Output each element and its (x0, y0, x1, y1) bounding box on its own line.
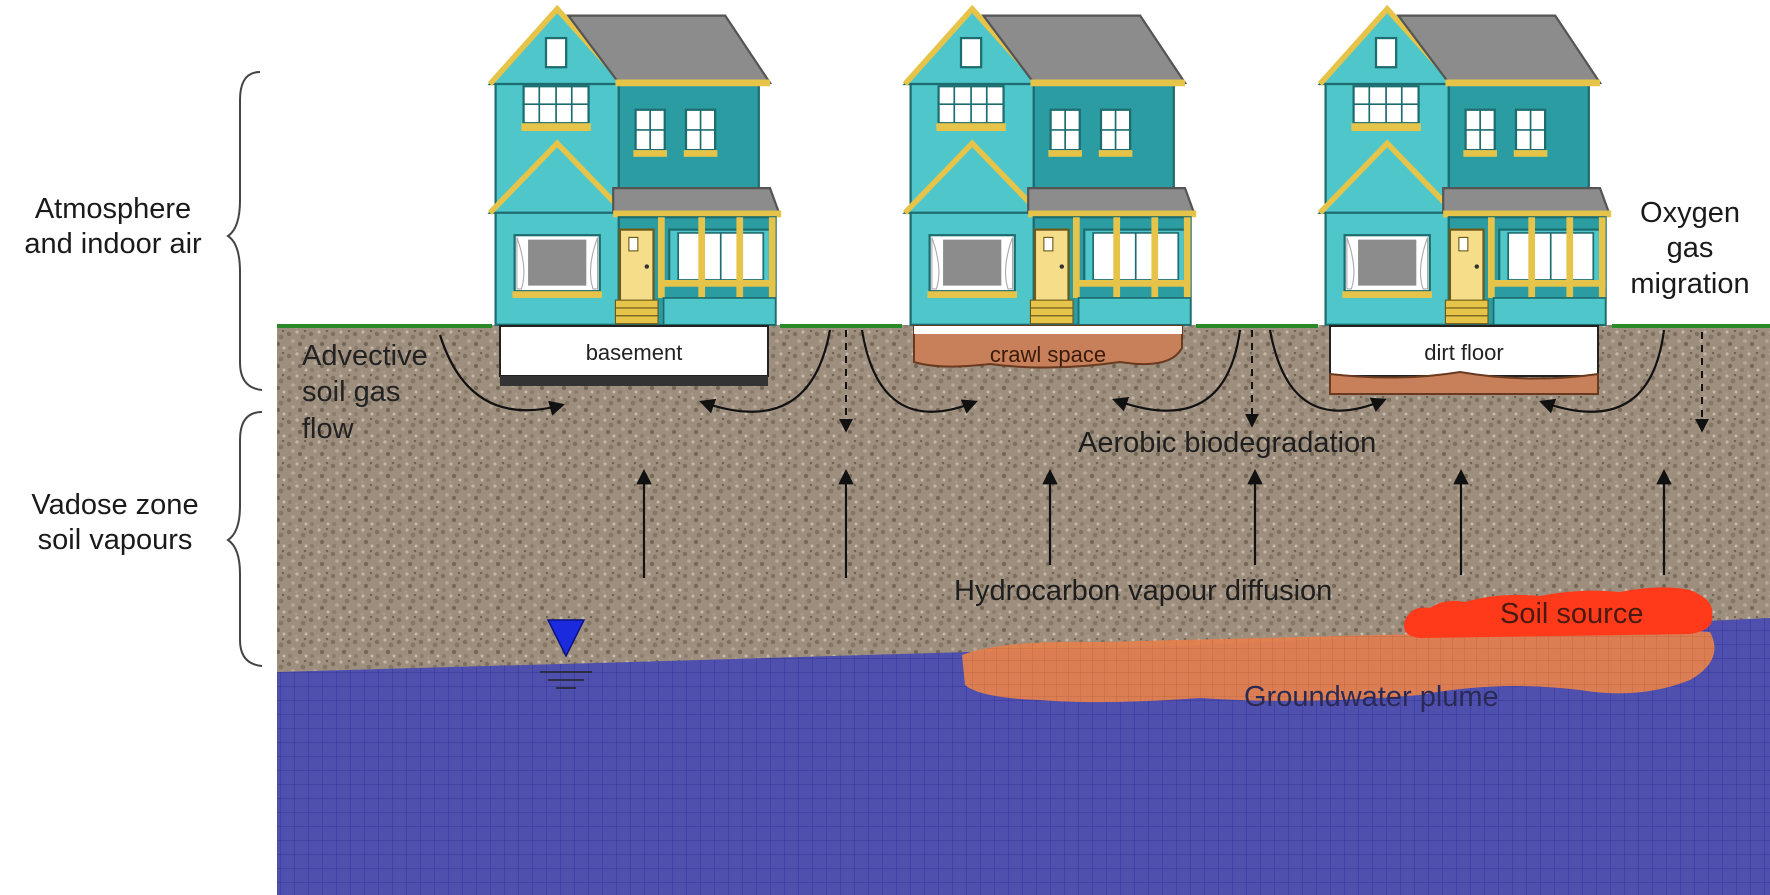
vadose-zone-label: Vadose zone soil vapours (31, 489, 199, 557)
water-table-marker (540, 619, 592, 689)
crawl-space-label: crawl space (989, 342, 1107, 367)
house-basement (490, 9, 781, 386)
oxygen-migration-arrows (839, 330, 1709, 433)
groundwater-plume-label: Groundwater plume (1244, 681, 1499, 713)
vapour-diffusion-arrows (636, 468, 1672, 578)
atmosphere-brace (226, 71, 263, 391)
hydrocarbon-diffusion-label: Hydrocarbon vapour diffusion (954, 575, 1333, 607)
house-crawl-space (905, 9, 1196, 369)
advective-flow-label: Advective soil gas flow (302, 340, 428, 445)
basement-foundation (499, 325, 769, 377)
dirt-floor-label: dirt floor (1424, 340, 1504, 365)
basement-label: basement (585, 340, 683, 365)
soil-source-label: Soil source (1500, 598, 1644, 630)
house-dirt-floor (1320, 9, 1611, 395)
advective-flow-arrows (438, 329, 1666, 416)
vadose-brace (226, 411, 263, 667)
aerobic-biodegradation-label: Aerobic biodegradation (1078, 427, 1377, 459)
groundwater-plume-area (962, 630, 1715, 703)
crawl-space-foundation (913, 325, 1183, 369)
atmosphere-label: Atmosphere and indoor air (24, 193, 202, 261)
oxygen-migration-label: Oxygen gas migration (1630, 197, 1750, 300)
soil-source-area (1404, 587, 1713, 638)
